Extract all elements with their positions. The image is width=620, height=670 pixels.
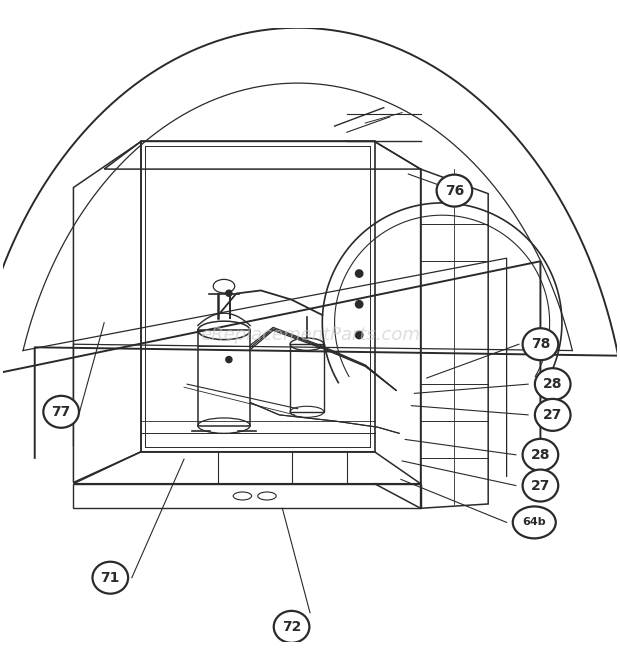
Circle shape (355, 301, 363, 308)
Text: 28: 28 (531, 448, 550, 462)
Ellipse shape (535, 369, 570, 400)
Text: 78: 78 (531, 337, 550, 351)
Circle shape (226, 356, 232, 362)
Circle shape (355, 331, 363, 339)
Ellipse shape (513, 507, 556, 539)
Circle shape (226, 290, 232, 296)
Text: 76: 76 (445, 184, 464, 198)
Text: 77: 77 (51, 405, 71, 419)
Text: eReplacementParts.com: eReplacementParts.com (200, 326, 420, 344)
Ellipse shape (274, 611, 309, 643)
Ellipse shape (523, 439, 558, 471)
Text: 27: 27 (543, 408, 562, 422)
Text: 64b: 64b (523, 517, 546, 527)
Ellipse shape (43, 396, 79, 427)
Ellipse shape (436, 175, 472, 206)
Text: 72: 72 (282, 620, 301, 634)
Ellipse shape (535, 399, 570, 431)
Text: 28: 28 (543, 377, 562, 391)
Ellipse shape (523, 328, 558, 360)
Ellipse shape (92, 561, 128, 594)
Text: 71: 71 (100, 571, 120, 585)
Circle shape (355, 270, 363, 277)
Ellipse shape (523, 470, 558, 502)
Text: 27: 27 (531, 478, 550, 492)
